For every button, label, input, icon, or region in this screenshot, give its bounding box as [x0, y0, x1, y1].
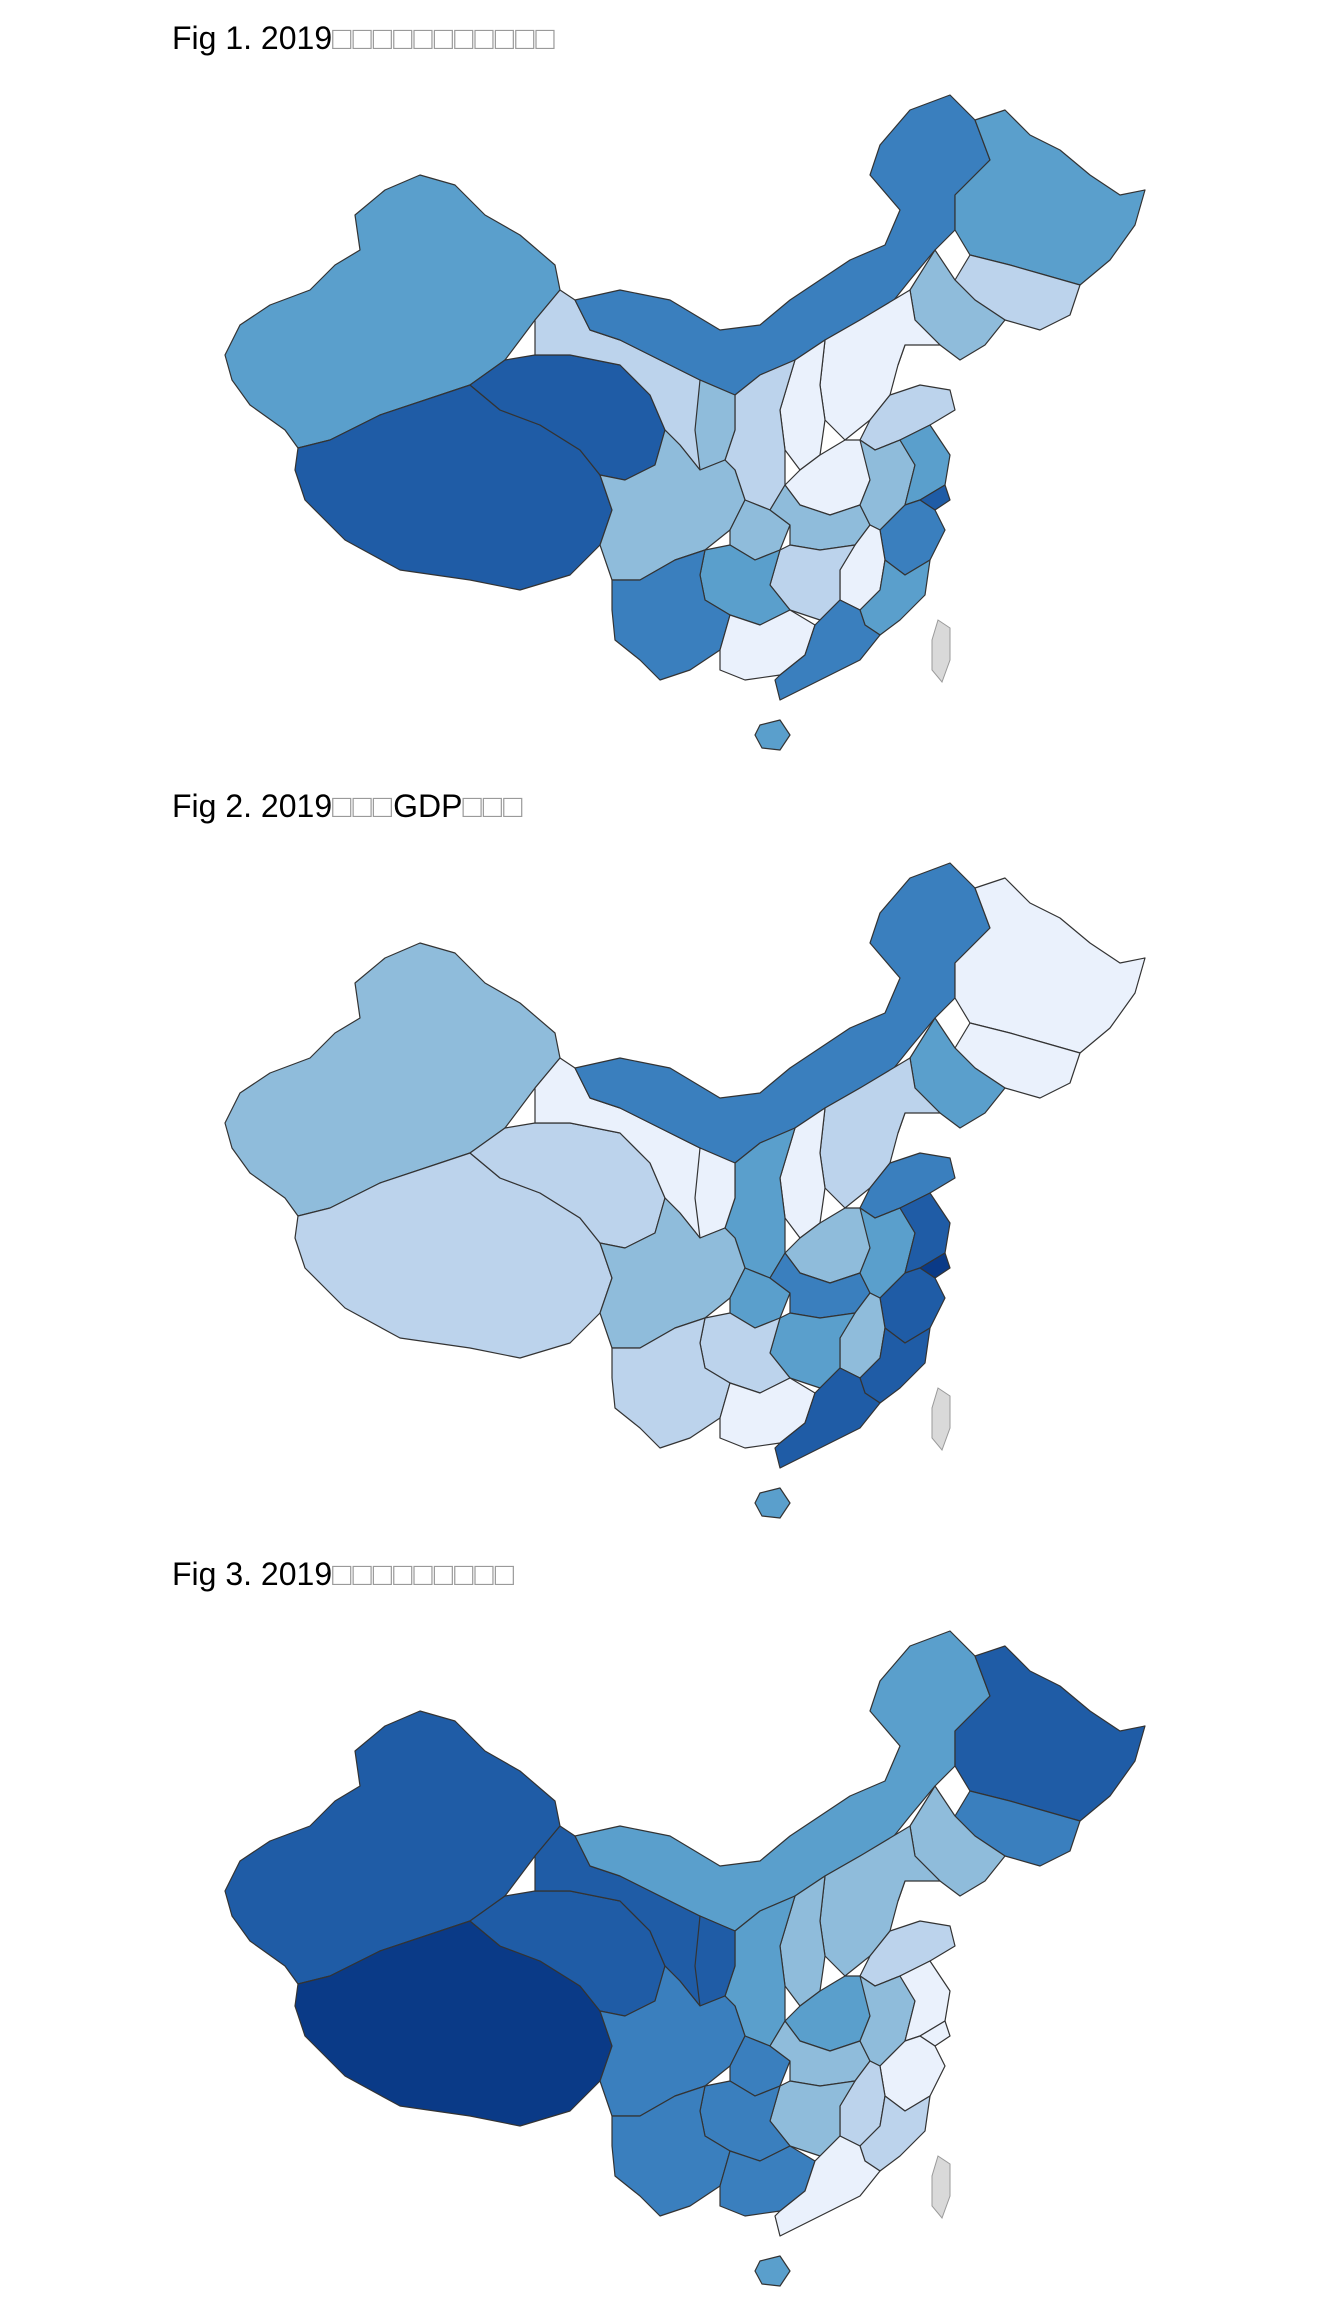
province-gd — [774, 1367, 881, 1469]
province-han — [754, 2255, 791, 2287]
province-taiwan — [931, 1387, 951, 1451]
province-hlj — [954, 1645, 1146, 1822]
province-han — [754, 1487, 791, 1519]
figure-3: Fig 3. 2019□□□□□□□□□ — [0, 1536, 1344, 2304]
province-han — [754, 719, 791, 751]
province-gd — [774, 599, 881, 701]
figure-1-title-missing-glyphs: □□□□□□□□□□□ — [332, 20, 556, 56]
figure-3-title: Fig 3. 2019□□□□□□□□□ — [172, 1556, 515, 1593]
figure-2: Fig 2. 2019□□□GDP□□□ — [0, 768, 1344, 1536]
figure-1-title: Fig 1. 2019□□□□□□□□□□□ — [172, 20, 556, 57]
province-hlj — [954, 109, 1146, 286]
china-map-3 — [224, 1630, 1146, 2287]
province-yn — [611, 2085, 731, 2217]
province-fj — [859, 1327, 931, 1404]
figure-2-title-missing-glyphs-a: □□□ — [332, 788, 394, 824]
figure-2-title: Fig 2. 2019□□□GDP□□□ — [172, 788, 523, 825]
china-map-1 — [224, 94, 1146, 751]
province-taiwan — [931, 2155, 951, 2219]
figure-2-title-gdp: GDP — [393, 788, 463, 824]
china-map-2 — [224, 862, 1146, 1519]
figure-2-title-missing-glyphs-b: □□□ — [462, 788, 524, 824]
province-yn — [611, 1317, 731, 1449]
figure-2-title-text: Fig 2. 2019 — [172, 788, 333, 824]
figure-3-title-text: Fig 3. 2019 — [172, 1556, 333, 1592]
figure-3-title-missing-glyphs: □□□□□□□□□ — [332, 1556, 516, 1592]
province-gd — [774, 2135, 881, 2237]
province-hlj — [954, 877, 1146, 1054]
province-taiwan — [931, 619, 951, 683]
province-fj — [859, 2095, 931, 2172]
figure-1-title-text: Fig 1. 2019 — [172, 20, 333, 56]
province-fj — [859, 559, 931, 636]
province-yn — [611, 549, 731, 681]
figure-1: Fig 1. 2019□□□□□□□□□□□ — [0, 0, 1344, 768]
